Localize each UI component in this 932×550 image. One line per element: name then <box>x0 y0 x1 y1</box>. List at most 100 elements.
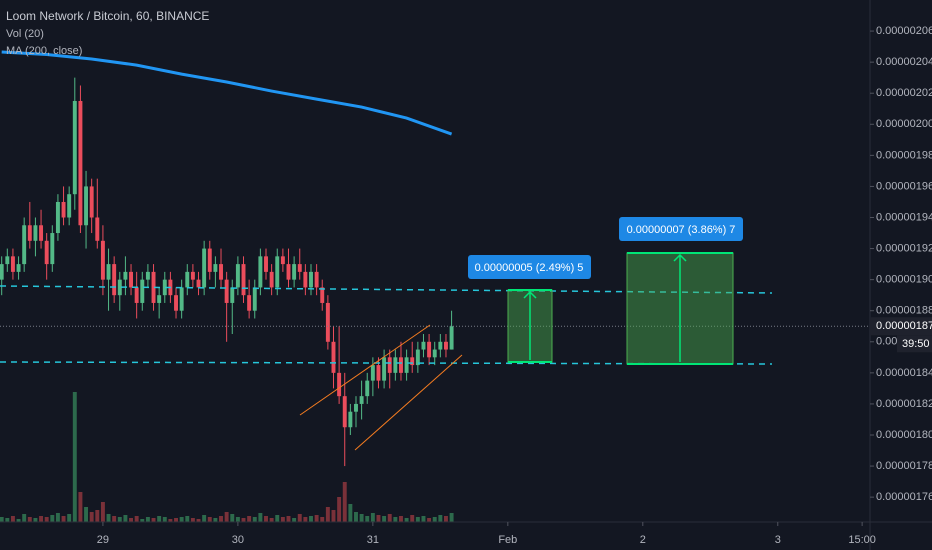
volume-bar <box>438 515 443 522</box>
channel-line <box>354 354 463 451</box>
countdown-box <box>897 335 932 353</box>
candle-body <box>258 256 263 288</box>
volume-bar <box>22 514 27 522</box>
volume-bar <box>342 482 347 522</box>
volume-bar <box>44 517 49 522</box>
candle-body <box>387 357 392 373</box>
volume-bar <box>348 504 353 522</box>
volume-bar <box>140 519 145 522</box>
volume-bar <box>39 516 44 522</box>
candle-body <box>123 271 128 280</box>
volume-bar <box>241 518 246 522</box>
volume-bar <box>27 517 32 522</box>
volume-bar <box>55 513 60 522</box>
volume-bar <box>376 515 381 522</box>
y-tick-label: 0.00000206 <box>876 25 932 37</box>
candle-body <box>264 256 268 272</box>
y-tick-label: 0.00000182 <box>876 398 932 410</box>
measure-label-box <box>468 255 591 279</box>
y-tick-label: 0.00000196 <box>876 180 932 192</box>
candle-body <box>342 396 347 428</box>
volume-bar <box>196 519 201 522</box>
candle-body <box>275 256 280 288</box>
candle-body <box>286 264 291 280</box>
candle-body <box>235 264 240 288</box>
volume-bar <box>67 514 72 522</box>
candle-body <box>112 264 117 296</box>
candle-body <box>78 100 83 226</box>
candle-body <box>67 194 72 218</box>
volume-bar <box>185 516 190 522</box>
volume-bar <box>89 512 94 522</box>
volume-bar <box>354 512 358 522</box>
y-tick-label: 0.00000188 <box>876 305 932 317</box>
volume-bar <box>179 517 184 522</box>
volume-bar <box>129 518 134 522</box>
volume-bar <box>123 515 128 522</box>
volume-bar <box>275 515 280 522</box>
x-tick-label: 15:00 <box>848 534 876 546</box>
candle-body <box>365 380 370 397</box>
candle-body <box>106 264 111 280</box>
legend-ma: MA (200, close) <box>6 45 82 57</box>
level-line <box>0 285 773 294</box>
candle-body <box>44 240 49 265</box>
volume-bar <box>449 513 454 522</box>
volume-bar <box>33 518 38 522</box>
candle-body <box>185 271 190 288</box>
countdown-label: 39:50 <box>902 338 930 350</box>
volume-bar <box>106 514 111 522</box>
volume-bar <box>174 518 178 522</box>
ma-line <box>1 50 453 136</box>
last-price-box <box>870 317 932 336</box>
candle-body <box>354 403 358 412</box>
chart-title: Loom Network / Bitcoin, 60, BINANCE <box>6 9 209 23</box>
channel-line <box>299 324 431 416</box>
volume-bar <box>320 517 325 522</box>
candle-body <box>16 264 21 272</box>
candle-body <box>55 201 60 234</box>
candle-body <box>382 357 387 381</box>
candle-body <box>241 264 246 296</box>
candle-body <box>207 248 212 272</box>
candle-body <box>348 411 353 428</box>
volume-bar <box>421 516 426 522</box>
volume-bar <box>190 518 195 522</box>
candle-body <box>117 279 122 296</box>
volume-bar <box>61 516 66 522</box>
candle-body <box>230 287 235 303</box>
candle-body <box>376 365 381 381</box>
candle-body <box>151 271 156 303</box>
candle-body <box>100 240 105 280</box>
candle-body <box>410 357 415 366</box>
volume-bar <box>100 502 105 522</box>
volume-bar <box>10 516 15 522</box>
volume-bar <box>387 514 392 522</box>
y-tick-label: 0.00000192 <box>876 242 932 254</box>
candle-body <box>129 271 134 288</box>
candle-body <box>162 279 167 296</box>
candle-body <box>427 341 432 358</box>
volume-bar <box>84 507 89 522</box>
volume-bar <box>252 517 257 522</box>
volume-bar <box>269 518 274 522</box>
volume-bar <box>314 515 319 522</box>
candle-body <box>292 264 297 280</box>
y-tick-label: 0.00000194 <box>876 211 932 223</box>
candle-body <box>438 341 443 350</box>
volume-bar <box>202 515 207 522</box>
candle-body <box>415 349 420 366</box>
candle-body <box>303 271 308 288</box>
volume-bar <box>264 516 268 522</box>
volume-bar <box>359 514 364 522</box>
candle-body <box>50 233 55 265</box>
candle-body <box>370 365 375 381</box>
candle-body <box>247 295 252 311</box>
x-tick-label: 2 <box>640 534 646 546</box>
candle-body <box>39 225 44 241</box>
price-labels: 0.00000187 39:50 <box>870 317 932 353</box>
volume-bar <box>303 517 308 522</box>
candle-body <box>145 271 150 280</box>
y-tick-label: 0.00000180 <box>876 429 932 441</box>
y-tick-label: 0.00000204 <box>876 56 932 68</box>
